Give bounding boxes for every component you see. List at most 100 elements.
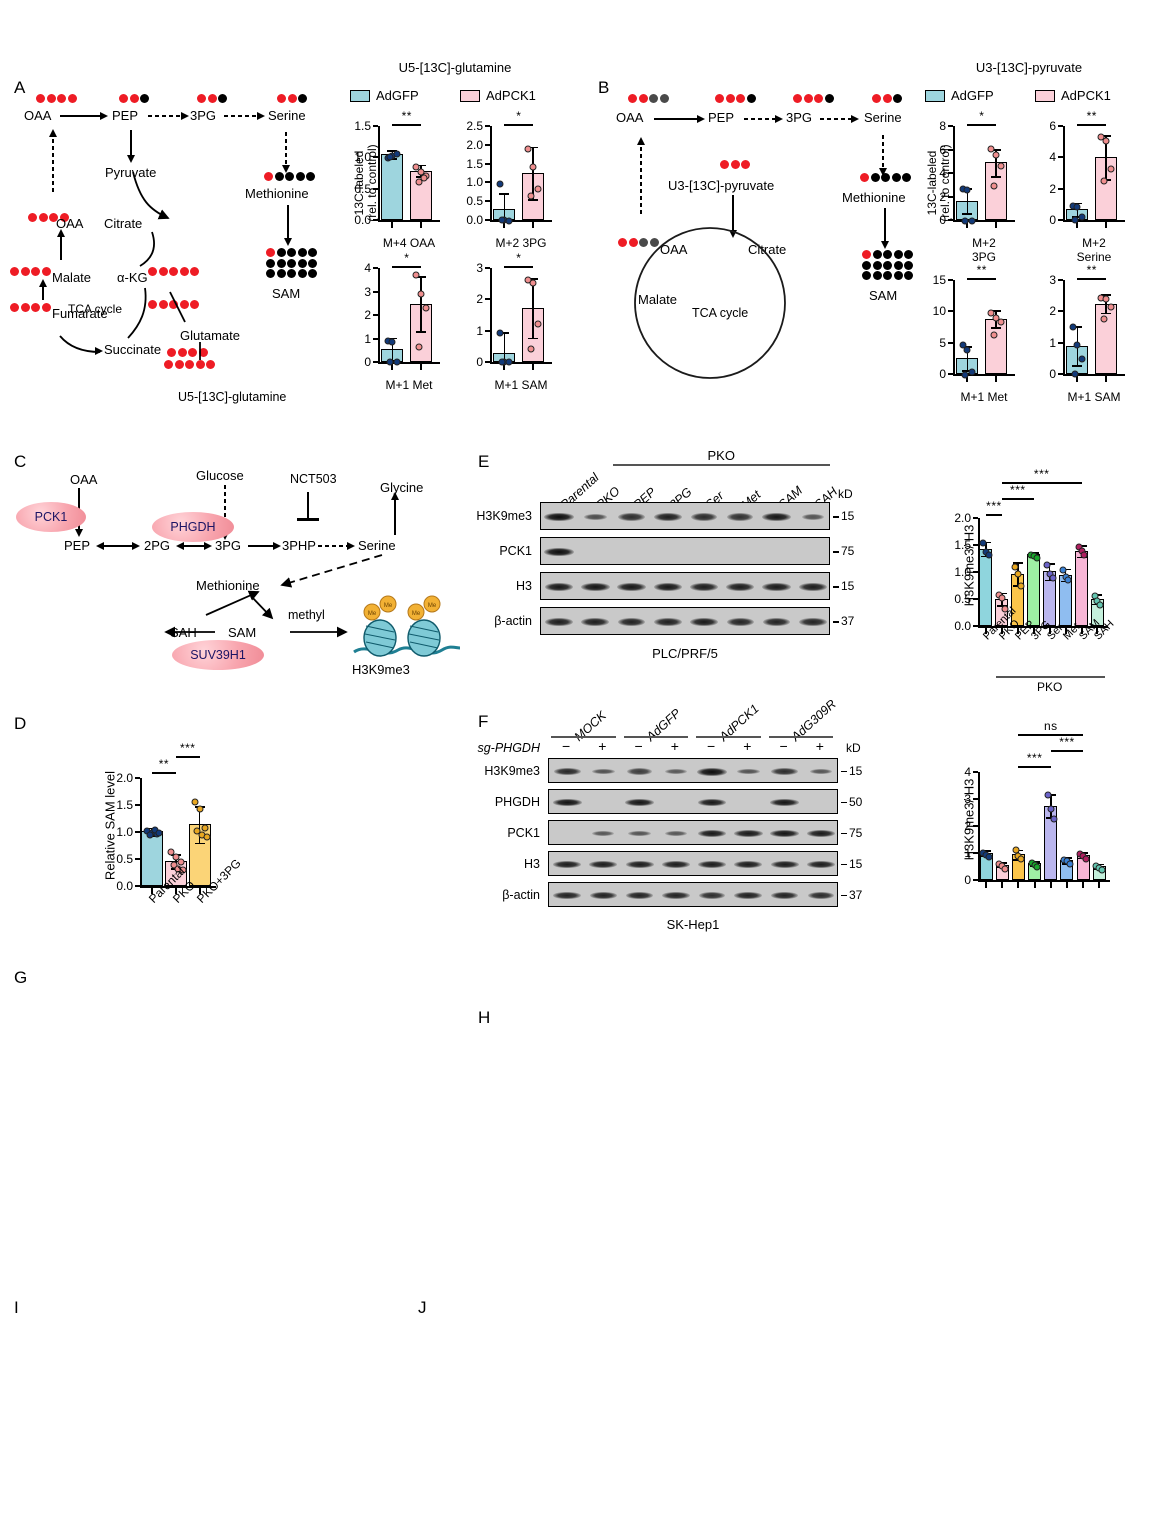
arrow-oaa-up [52,188,54,192]
node-3php: 3PHP [282,538,316,553]
panel-j-legend [440,1292,1153,1342]
carbon-dot [169,267,178,276]
carbon-dots [36,94,77,103]
y-tick-label: 0 [1049,213,1056,227]
data-point [1098,866,1106,874]
error-bar [391,337,394,361]
legend-item-adgfp: AdGFP [350,88,419,103]
sig-line [1018,766,1051,768]
enzyme-phgdh: PHGDH [152,512,234,542]
label-h3k9me3: H3K9me3 [352,662,410,677]
legend-swatch [925,89,945,102]
y-tick [485,361,490,363]
carbon-dot [119,94,128,103]
x-tick [1017,882,1020,888]
carbon-dot [264,172,273,181]
carbon-dots [197,94,227,103]
carbon-dot [638,94,648,103]
chart-M-2-3PG: 0 2 4 6 8 * [939,109,1015,228]
blot-band [737,768,760,775]
y-tick-label: 2 [476,292,483,307]
node-citrate: Citrate [104,216,143,231]
data-point [987,309,995,317]
h3k9me3-h3-chart-f: 0 1 2 3 4 *** *** ns [964,719,1110,888]
arrow-dash [318,545,322,547]
blot-band [734,829,763,838]
carbon-dot [824,94,834,103]
carbon-dot [276,269,286,278]
sig-label: ** [976,263,987,277]
error-cap [1101,135,1112,137]
blot-band [770,829,800,838]
y-axis [1063,126,1065,222]
y-tick-label: 0 [476,355,483,369]
carbon-dots [148,300,199,309]
blot-label-phgdh: PHGDH [494,794,540,809]
blot-row-pck1 [548,820,838,845]
y-tick [135,777,140,779]
carbon-dot [41,267,51,276]
node-nct503: NCT503 [290,472,337,486]
arrow-dash [325,545,329,547]
blot-band [664,830,687,837]
blot-band [661,860,690,869]
blot-row-actin [548,882,838,907]
blot-band [664,768,687,775]
blot-band [734,891,763,900]
blot-band [698,860,727,869]
bar [1027,554,1041,626]
carbon-dot [659,94,669,103]
h3k9me3-h3-chart-e: 0.0 0.5 1.0 1.5 2.0 *** *** *** [954,467,1108,634]
carbon-dots [10,303,51,312]
error-bar [532,146,534,200]
sig-label: *** [1026,751,1043,765]
y-tick [135,831,140,833]
y-tick [373,361,378,363]
carbon-dot [274,172,284,181]
y-tick [973,771,978,773]
kd-label-37: 37 [849,887,863,902]
x-tick [1105,376,1108,382]
blot-label-h3k9me3: H3K9me3 [476,509,532,523]
data-point [386,153,394,161]
error-cap [528,337,539,340]
y-tick [973,598,978,600]
carbon-dots [793,94,834,103]
panel-d-chart: 0.0 0.5 1.0 1.5 2.0 ** *** Relative SAM level Pa… [0,700,300,950]
sg-state-7: + [815,738,824,754]
enzyme-suv39h1: SUV39H1 [172,640,264,670]
error-bar [966,346,969,371]
y-tick-label: 1.0 [354,150,371,165]
group-rule [612,464,830,466]
y-tick [1058,341,1063,344]
x-axis [1063,220,1125,222]
y-tick-label: 0 [1049,367,1056,381]
y-tick [1058,156,1063,159]
blot-band [770,798,800,807]
kd-label-15: 15 [841,509,855,523]
error-cap [1076,556,1087,559]
x-axis [1063,374,1125,376]
y-tick [1058,219,1063,221]
bar [381,154,404,220]
arrow-head [56,229,65,237]
blot-row-pck1 [540,537,830,565]
carbon-dot [164,360,173,369]
sig-label: *** [1010,483,1026,497]
blot-band [690,513,718,521]
blot-band [625,860,654,869]
error-cap [499,331,510,334]
carbon-dot [862,250,871,259]
arrow-head [181,111,189,120]
arrow-oaa-up [640,168,642,172]
tca-cycle-label: TCA cycle [692,306,749,320]
carbon-dot [197,94,206,103]
y-tick [948,279,953,281]
node-glycine: Glycine [380,480,424,495]
arrow-dash [882,135,884,139]
y-tick-label: 2 [939,189,946,204]
blot-band [762,582,791,592]
arrow-head [132,541,140,550]
arrow-dash [285,146,287,150]
arrow-line [654,118,702,120]
